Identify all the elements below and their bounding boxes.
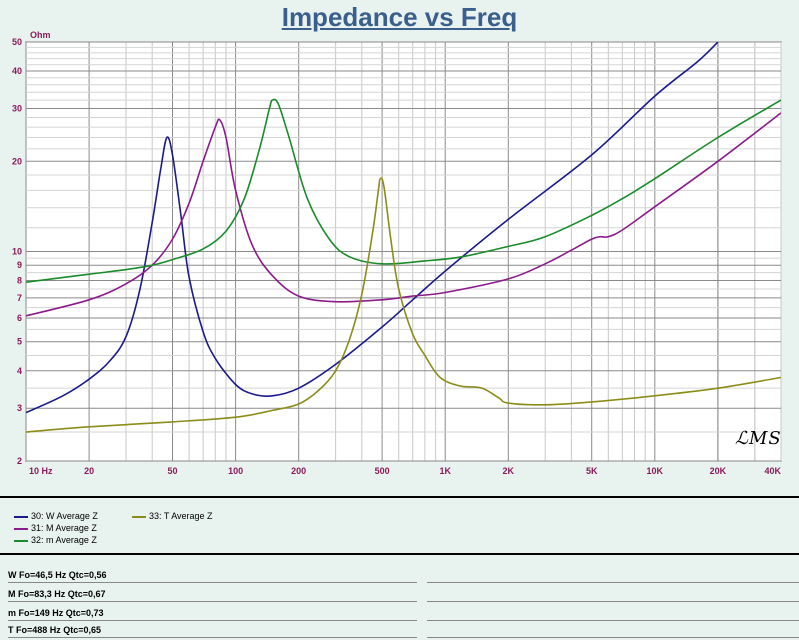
x-tick-label: 20K: [710, 466, 727, 476]
y-tick-label: 3: [17, 403, 22, 413]
note-row: T Fo=488 Hz Qtc=0,65: [8, 625, 417, 638]
chart-title: Impedance vs Freq: [281, 2, 518, 32]
x-tick-label: 50: [167, 466, 177, 476]
legend: 30: W Average Z 31: M Average Z 32: m Av…: [0, 496, 799, 555]
chart-canvas: 10 Hz 20 50 100 200 500 1K 2K 5K 10K 20K 40K 2 3 4 5 6 7 8…: [12, 30, 782, 476]
y-tick-label: 2: [17, 456, 22, 466]
legend-swatch: [14, 539, 28, 542]
series-line-0: [26, 42, 719, 414]
x-tick-label: 10K: [647, 466, 664, 476]
legend-swatch: [14, 515, 28, 518]
note-rule: [427, 601, 799, 602]
series-line-2: [26, 98, 781, 283]
y-unit-label: Ohm: [30, 30, 51, 40]
x-tick-label: 1K: [439, 466, 451, 476]
note-row: m Fo=149 Hz Qtc=0,73: [8, 608, 417, 621]
y-tick-label: 10: [12, 247, 22, 257]
x-tick-label: 200: [291, 466, 306, 476]
x-tick-label: 10 Hz: [29, 466, 53, 476]
series-line-1: [26, 112, 781, 317]
x-tick-label: 5K: [586, 466, 598, 476]
x-tick-label: 500: [375, 466, 390, 476]
y-tick-label: 6: [17, 313, 22, 323]
legend-swatch: [132, 515, 146, 518]
legend-swatch: [14, 527, 28, 530]
legend-label: 33: T Average Z: [149, 511, 213, 521]
y-tick-label: 50: [12, 37, 22, 47]
x-tick-label: 20: [84, 466, 94, 476]
legend-entry-m: 31: M Average Z: [14, 522, 97, 534]
legend-entry-t: 33: T Average Z: [132, 510, 213, 522]
note-rule: [427, 582, 799, 583]
legend-entry-w: 30: W Average Z: [14, 510, 98, 522]
series-line-3: [26, 177, 781, 433]
legend-label: 30: W Average Z: [31, 511, 98, 521]
notes-panel: W Fo=46,5 Hz Qtc=0,56 M Fo=83,3 Hz Qtc=0…: [0, 553, 799, 640]
x-tick-label: 40K: [764, 466, 781, 476]
x-tick-label: 100: [228, 466, 243, 476]
tick-labels: 10 Hz 20 50 100 200 500 1K 2K 5K 10K 20K 40K 2 3 4 5 6 7 8…: [12, 37, 782, 476]
y-tick-label: 4: [17, 366, 22, 376]
y-tick-label: 8: [17, 276, 22, 286]
legend-label: 32: m Average Z: [31, 535, 97, 545]
y-tick-label: 5: [17, 337, 22, 347]
legend-label: 31: M Average Z: [31, 523, 97, 533]
y-tick-label: 30: [12, 103, 22, 113]
y-tick-label: 7: [17, 293, 22, 303]
y-tick-label: 20: [12, 156, 22, 166]
lms-logo: ℒMS: [735, 428, 782, 449]
series-group: [26, 42, 781, 433]
note-row: W Fo=46,5 Hz Qtc=0,56: [8, 570, 417, 583]
note-row: M Fo=83,3 Hz Qtc=0,67: [8, 589, 417, 602]
legend-entry-lower-m: 32: m Average Z: [14, 534, 97, 546]
y-tick-label: 40: [12, 66, 22, 76]
y-tick-label: 9: [17, 260, 22, 270]
note-rule: [427, 620, 799, 621]
x-tick-label: 2K: [503, 466, 515, 476]
